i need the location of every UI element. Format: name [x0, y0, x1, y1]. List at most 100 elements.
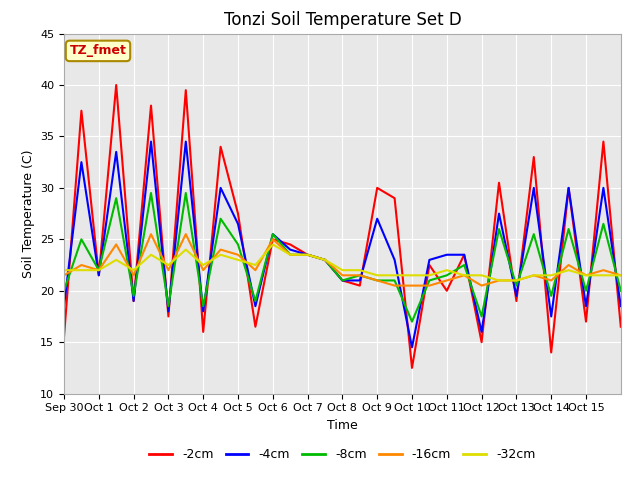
-16cm	[477, 283, 485, 288]
-16cm	[95, 267, 102, 273]
-2cm	[304, 252, 312, 258]
-4cm	[356, 277, 364, 283]
Y-axis label: Soil Temperature (C): Soil Temperature (C)	[22, 149, 35, 278]
-2cm	[513, 298, 520, 304]
-2cm	[600, 139, 607, 144]
-32cm	[617, 273, 625, 278]
-2cm	[200, 329, 207, 335]
-16cm	[113, 241, 120, 247]
-16cm	[77, 262, 85, 268]
-32cm	[356, 267, 364, 273]
-2cm	[373, 185, 381, 191]
-4cm	[95, 273, 102, 278]
-8cm	[269, 231, 276, 237]
Line: -8cm: -8cm	[64, 193, 621, 322]
Line: -32cm: -32cm	[64, 244, 621, 280]
-32cm	[373, 273, 381, 278]
-16cm	[234, 252, 242, 258]
-4cm	[391, 257, 399, 263]
-4cm	[408, 345, 416, 350]
-32cm	[164, 262, 172, 268]
-16cm	[443, 277, 451, 283]
-32cm	[530, 273, 538, 278]
-2cm	[495, 180, 503, 186]
-8cm	[564, 226, 572, 232]
-32cm	[286, 252, 294, 258]
-2cm	[113, 82, 120, 88]
-2cm	[530, 154, 538, 160]
-8cm	[408, 319, 416, 324]
-8cm	[339, 277, 346, 283]
-2cm	[77, 108, 85, 114]
-8cm	[443, 273, 451, 278]
-8cm	[321, 257, 329, 263]
-2cm	[426, 262, 433, 268]
-8cm	[304, 252, 312, 258]
-32cm	[547, 273, 555, 278]
-32cm	[495, 277, 503, 283]
Legend: -2cm, -4cm, -8cm, -16cm, -32cm: -2cm, -4cm, -8cm, -16cm, -32cm	[145, 443, 540, 466]
-4cm	[600, 185, 607, 191]
-16cm	[460, 273, 468, 278]
-8cm	[530, 231, 538, 237]
-2cm	[547, 349, 555, 355]
-16cm	[182, 231, 189, 237]
-8cm	[217, 216, 225, 222]
-2cm	[252, 324, 259, 330]
-32cm	[564, 267, 572, 273]
-16cm	[600, 267, 607, 273]
-4cm	[234, 221, 242, 227]
-2cm	[286, 241, 294, 247]
-8cm	[582, 288, 590, 294]
-4cm	[321, 257, 329, 263]
-16cm	[60, 273, 68, 278]
-2cm	[391, 195, 399, 201]
-2cm	[582, 319, 590, 324]
-32cm	[269, 241, 276, 247]
-16cm	[147, 231, 155, 237]
-32cm	[582, 273, 590, 278]
-8cm	[234, 241, 242, 247]
-8cm	[147, 190, 155, 196]
-4cm	[617, 303, 625, 309]
-2cm	[460, 252, 468, 258]
-2cm	[164, 313, 172, 319]
-16cm	[426, 283, 433, 288]
-16cm	[164, 267, 172, 273]
-4cm	[130, 298, 138, 304]
-4cm	[304, 252, 312, 258]
-8cm	[513, 283, 520, 288]
-2cm	[356, 283, 364, 288]
Line: -16cm: -16cm	[64, 234, 621, 286]
-32cm	[600, 273, 607, 278]
-2cm	[617, 324, 625, 330]
-4cm	[582, 303, 590, 309]
-2cm	[147, 103, 155, 108]
-2cm	[408, 365, 416, 371]
-4cm	[426, 257, 433, 263]
-2cm	[269, 237, 276, 242]
-2cm	[95, 273, 102, 278]
-2cm	[182, 87, 189, 93]
-32cm	[147, 252, 155, 258]
-8cm	[130, 293, 138, 299]
-32cm	[339, 267, 346, 273]
-2cm	[339, 277, 346, 283]
-8cm	[477, 313, 485, 319]
-4cm	[113, 149, 120, 155]
-4cm	[477, 329, 485, 335]
-16cm	[304, 252, 312, 258]
-8cm	[95, 267, 102, 273]
-8cm	[60, 288, 68, 294]
-16cm	[373, 277, 381, 283]
-8cm	[164, 303, 172, 309]
-16cm	[339, 273, 346, 278]
-4cm	[513, 293, 520, 299]
-4cm	[373, 216, 381, 222]
-2cm	[477, 339, 485, 345]
-2cm	[130, 298, 138, 304]
-4cm	[339, 277, 346, 283]
-8cm	[391, 277, 399, 283]
-16cm	[547, 277, 555, 283]
-16cm	[582, 273, 590, 278]
